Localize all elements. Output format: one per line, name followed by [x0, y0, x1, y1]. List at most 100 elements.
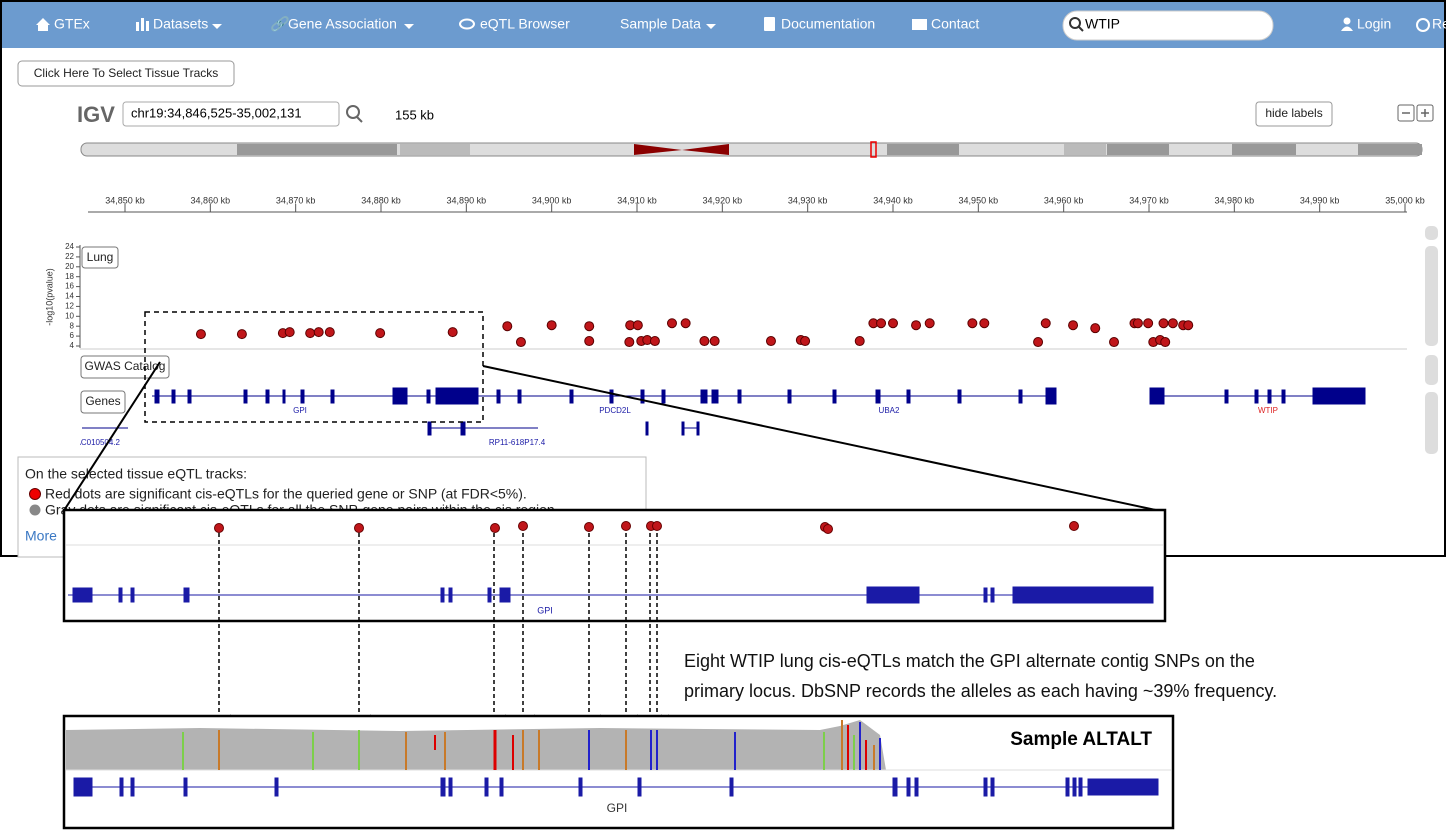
- eqtl-dot: [649, 336, 660, 347]
- eqtl-dot: [924, 318, 935, 329]
- user-icon: [1341, 26, 1353, 31]
- ruler-tick-label: 34,890 kb: [447, 195, 487, 205]
- track-name-box: [80, 355, 170, 379]
- search-box[interactable]: [1062, 10, 1274, 41]
- home-icon: [36, 18, 50, 31]
- connector-line: [482, 365, 1166, 513]
- y-tick-label: 24: [65, 242, 74, 251]
- eqtl-dot: [876, 318, 887, 329]
- eqtl-dot: [305, 328, 316, 339]
- ruler-tick-label: 34,860 kb: [191, 195, 231, 205]
- ruler-tick-label: 34,980 kb: [1215, 195, 1255, 205]
- book-icon: [764, 17, 775, 31]
- search-text[interactable]: WTIP: [1085, 16, 1120, 32]
- highlight-box: [144, 311, 484, 423]
- eqtl-dot: [1090, 323, 1101, 334]
- nav-contact[interactable]: Contact: [931, 16, 979, 32]
- tissue-button-text[interactable]: Click Here To Select Tissue Tracks: [34, 66, 219, 80]
- annotation-line: primary locus. DbSNP records the alleles…: [684, 681, 1277, 701]
- legend-gray-dot: [29, 504, 41, 516]
- eqtl-dot: [1068, 320, 1079, 331]
- nav-register[interactable]: Re: [1432, 16, 1447, 32]
- ruler-tick-label: 34,870 kb: [276, 195, 316, 205]
- zoom-in-icon: [1421, 109, 1429, 117]
- eqtl-dot: [502, 321, 513, 332]
- eqtl-dot: [1167, 318, 1178, 329]
- mail-icon: [912, 19, 927, 30]
- gene-label: WTIP: [1258, 406, 1278, 415]
- eqtl-dot: [699, 336, 710, 347]
- y-tick-label: 8: [70, 321, 75, 330]
- tissue-button[interactable]: [17, 60, 235, 87]
- legend-more[interactable]: More: [25, 528, 57, 544]
- ruler-tick-label: 34,950 kb: [959, 195, 999, 205]
- eqtl-dot: [888, 318, 898, 329]
- search-icon: [1078, 26, 1084, 32]
- nav-login[interactable]: Login: [1357, 16, 1391, 32]
- legend-heading: On the selected tissue eQTL tracks:: [25, 466, 247, 482]
- eqtl-dot: [546, 320, 557, 331]
- eqtl-dot: [979, 318, 990, 329]
- hide-labels-button[interactable]: [1255, 101, 1333, 127]
- track-name: Lung: [87, 250, 114, 264]
- eqtl-dot: [624, 337, 635, 348]
- annotation-line: Eight WTIP lung cis-eQTLs match the GPI …: [684, 651, 1255, 671]
- caret: [404, 24, 414, 29]
- track-name-box: [81, 246, 119, 269]
- locus-box[interactable]: [122, 101, 340, 127]
- nav-documentation[interactable]: Documentation: [781, 16, 875, 32]
- eqtl-dot: [765, 336, 776, 347]
- caret: [212, 24, 222, 29]
- y-tick-label: 16: [65, 282, 74, 291]
- y-tick-label: 12: [65, 302, 74, 311]
- caret: [706, 24, 716, 29]
- locus-text[interactable]: chr19:34,846,525-35,002,131: [131, 105, 302, 120]
- eqtl-dot: [1109, 337, 1120, 348]
- nav-gene-association[interactable]: Gene Association: [288, 16, 397, 32]
- ideogram: [80, 141, 1423, 158]
- datasets-icon: [136, 18, 149, 31]
- y-tick-label: 14: [65, 292, 74, 301]
- nav-sample-data[interactable]: Sample Data: [620, 16, 701, 32]
- eqtl-dot: [1183, 320, 1194, 331]
- nav-eqtl-browser[interactable]: eQTL Browser: [480, 16, 570, 32]
- gene-track: [82, 387, 1366, 436]
- eqtl-dot: [680, 318, 691, 329]
- eqtl-dot: [515, 337, 526, 348]
- eqtl-dot: [911, 320, 922, 331]
- eqtl-dot: [666, 318, 677, 329]
- snp-arrows: [216, 533, 669, 730]
- user-icon: [1343, 17, 1351, 25]
- scrollbar: [1425, 226, 1438, 454]
- legend-red-dot: [29, 488, 41, 500]
- sample-gene-label: GPI: [607, 801, 628, 815]
- search-icon: [1069, 17, 1081, 29]
- eqtl-dot: [632, 320, 643, 331]
- y-tick-label: 4: [70, 341, 75, 350]
- connector-line: [62, 361, 161, 513]
- eqtl-dot: [584, 336, 595, 347]
- gene-label: AC010504.2: [76, 438, 121, 447]
- legend-red: Red dots are significant cis-eQTLs for t…: [45, 486, 527, 502]
- ruler-tick-label: 34,940 kb: [873, 195, 913, 205]
- eqtl-dot: [447, 327, 458, 338]
- eye-icon: [459, 18, 475, 30]
- ruler-tick-label: 35,000 kb: [1385, 195, 1425, 205]
- ruler-tick-label: 34,900 kb: [532, 195, 572, 205]
- eqtl-dot: [236, 329, 247, 340]
- eqtl-track: [195, 318, 1194, 348]
- ruler-tick-label: 34,960 kb: [1044, 195, 1084, 205]
- nav-home[interactable]: GTEx: [54, 16, 90, 32]
- eqtl-dot: [1132, 318, 1143, 329]
- eqtl-dot: [1040, 318, 1051, 329]
- eqtl-dot: [854, 336, 865, 347]
- eqtl-dot: [375, 328, 386, 339]
- nav-datasets[interactable]: Datasets: [153, 16, 208, 32]
- locus-search-icon[interactable]: [346, 105, 360, 119]
- eqtl-dot: [1158, 318, 1169, 329]
- y-tick-label: 10: [65, 311, 74, 320]
- y-tick-label: 18: [65, 272, 74, 281]
- eqtl-dot: [967, 318, 978, 329]
- hide-labels-text[interactable]: hide labels: [1265, 106, 1322, 120]
